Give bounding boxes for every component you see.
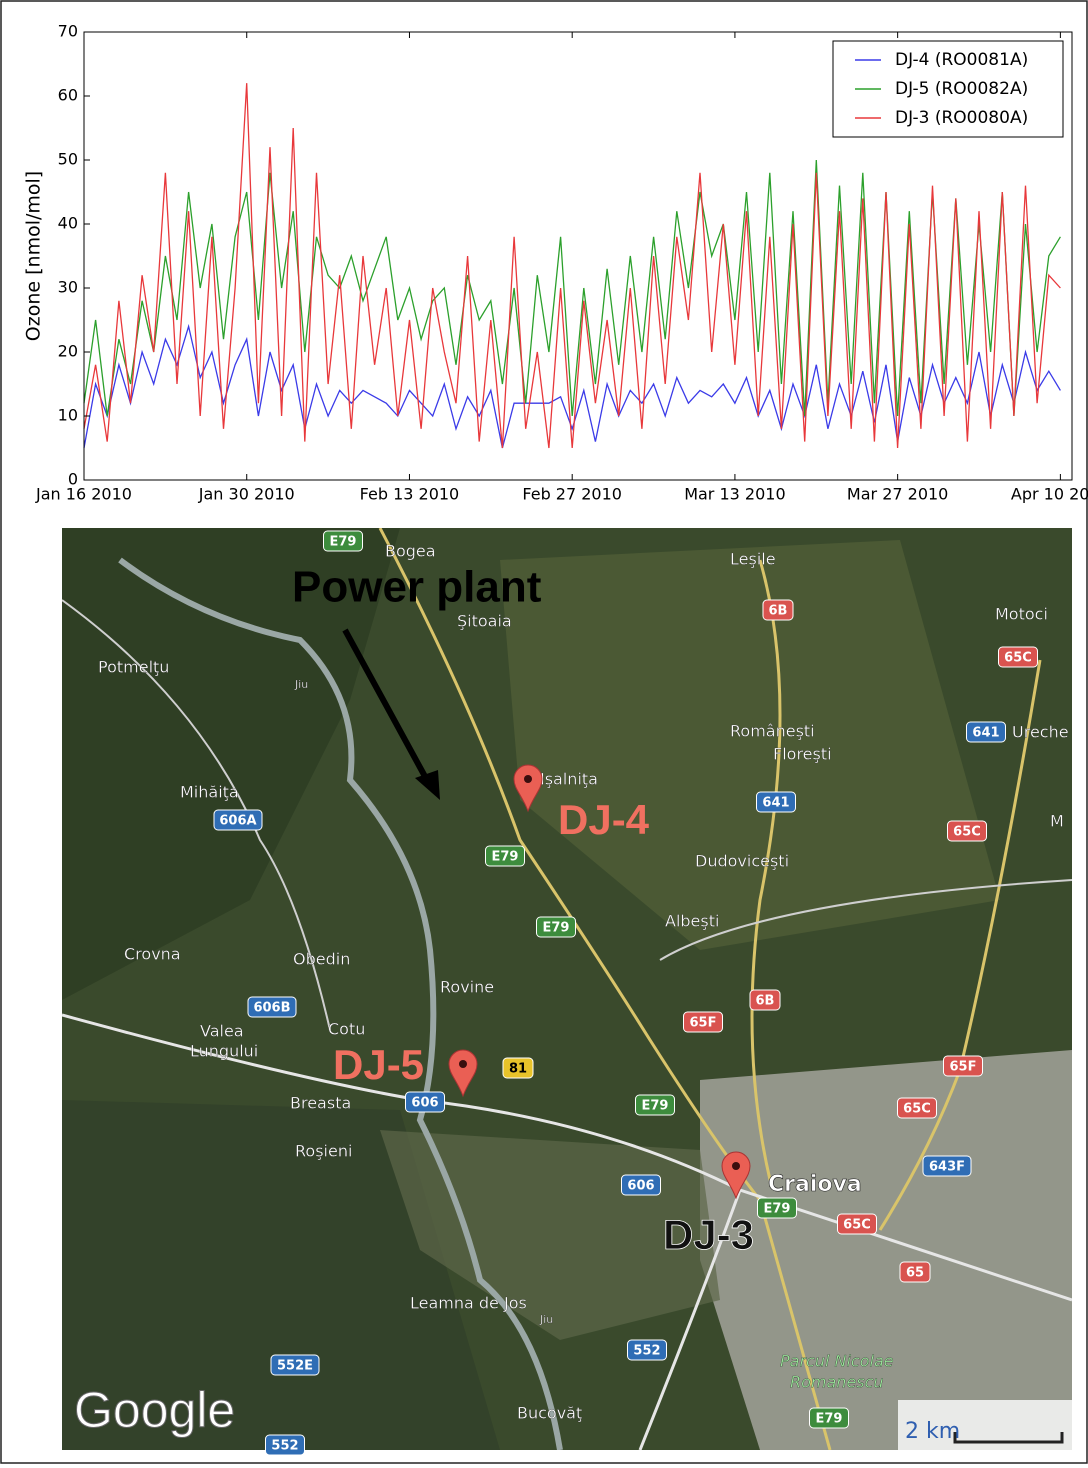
place-label: Româneşti [730, 722, 815, 741]
place-label: Leşile [730, 550, 776, 569]
road-sign-label: E79 [492, 850, 519, 865]
road-sign-label: 606 [411, 1096, 438, 1111]
road-sign-label: 65C [903, 1102, 931, 1117]
y-axis-label: Ozone [nmol/mol] [23, 171, 45, 341]
place-label: Bogea [385, 542, 436, 561]
legend-label: DJ-4 (RO0081A) [895, 50, 1028, 70]
road-sign-label: 641 [972, 726, 999, 741]
y-tick-label: 60 [58, 86, 78, 105]
road-sign-label: 606A [219, 814, 256, 829]
road-sign-label: 65F [950, 1060, 977, 1075]
place-label: Dudoviceşti [695, 852, 789, 871]
y-tick-label: 30 [58, 278, 78, 297]
x-tick-label: Feb 27 2010 [522, 485, 622, 504]
place-label: Potmelţu [98, 658, 169, 677]
place-label: Romanescu [790, 1373, 884, 1392]
map: Bogea Leşile Şitoaia Motoci Potmelţu Româneşt… [62, 528, 1072, 1455]
map-pin-dot [524, 775, 532, 783]
x-tick-label: Mar 27 2010 [847, 485, 948, 504]
road-sign-label: 65 [906, 1266, 924, 1281]
station-label: DJ-4 [558, 796, 650, 843]
road-sign-label: 552E [277, 1359, 313, 1374]
road-sign-label: 65C [953, 825, 981, 840]
road-sign-label: 606B [253, 1001, 290, 1016]
place-label: Roşieni [295, 1142, 352, 1161]
place-label: Breasta [290, 1094, 351, 1113]
place-label: Mihăiţa [180, 783, 239, 802]
place-label: Jiu [294, 678, 308, 691]
road-sign-label: E79 [543, 921, 570, 936]
road-sign-label: 6B [756, 994, 775, 1009]
place-label: Floreşti [773, 745, 832, 764]
road-sign-label: 641 [762, 796, 789, 811]
logo: Google [74, 1382, 235, 1438]
place-label: Işalniţa [540, 770, 598, 789]
map-pin-dot [459, 1060, 467, 1068]
place-label: Albeşti [665, 912, 719, 931]
place-label: Lungului [190, 1042, 258, 1061]
place-label: Bucovăţ [517, 1404, 582, 1423]
scale-label: 2 km [905, 1419, 960, 1444]
x-tick-label: Mar 13 2010 [684, 485, 785, 504]
y-tick-label: 40 [58, 214, 78, 233]
y-tick-label: 50 [58, 150, 78, 169]
place-label: Motoci [995, 605, 1048, 624]
place-label: Ureche [1012, 723, 1069, 742]
x-tick-label: Jan 30 2010 [198, 485, 295, 504]
place-label: Şitoaia [457, 612, 512, 631]
x-tick-label: Apr 10 2010 [1011, 485, 1088, 504]
y-tick-label: 20 [58, 342, 78, 361]
place-label: Valea [200, 1022, 244, 1041]
y-tick-label: 10 [58, 406, 78, 425]
legend-label: DJ-3 (RO0080A) [895, 108, 1028, 128]
place-label: Craiova [768, 1172, 862, 1197]
road-sign-label: 65C [1004, 651, 1032, 666]
place-label: Rovine [440, 978, 494, 997]
x-tick-label: Jan 16 2010 [35, 485, 132, 504]
road-sign-label: E79 [642, 1099, 669, 1114]
station-label: DJ-3 [663, 1211, 754, 1258]
road-sign-label: E79 [816, 1412, 843, 1427]
y-tick-label: 70 [58, 22, 78, 41]
road-sign-label: 65F [690, 1016, 717, 1031]
place-label: Leamna de Jos [410, 1294, 527, 1313]
road-sign-label: 81 [509, 1062, 527, 1077]
annotation: Power plant [292, 563, 542, 612]
place-label: Cotu [328, 1020, 365, 1039]
map-pin-dot [732, 1162, 740, 1170]
road-sign-label: 606 [627, 1179, 654, 1194]
road-sign-label: 552 [633, 1344, 660, 1359]
place-label: Obedin [293, 950, 350, 969]
road-sign-label: E79 [764, 1202, 791, 1217]
city-area [700, 1050, 1072, 1450]
road-sign-label: E79 [330, 535, 357, 550]
place-label: Crovna [124, 945, 181, 964]
legend-label: DJ-5 (RO0082A) [895, 79, 1028, 99]
road-sign-label: 65C [843, 1218, 871, 1233]
place-label: M [1050, 812, 1064, 831]
place-label: Jiu [539, 1313, 553, 1326]
place-label: Parcul Nicolae [780, 1352, 894, 1371]
station-label: DJ-5 [333, 1041, 424, 1088]
road-sign-label: 6B [769, 604, 788, 619]
road-sign-label: 552 [271, 1439, 298, 1454]
road-sign-label: 643F [929, 1160, 965, 1175]
x-tick-label: Feb 13 2010 [360, 485, 460, 504]
